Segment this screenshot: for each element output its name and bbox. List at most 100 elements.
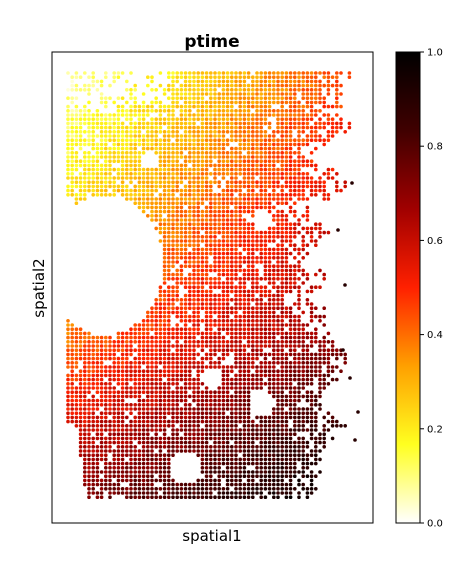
- scatter-point: [255, 285, 259, 290]
- scatter-point: [91, 71, 95, 75]
- scatter-point: [225, 369, 230, 374]
- scatter-point: [137, 125, 142, 130]
- scatter-point: [318, 230, 322, 235]
- scatter-point: [259, 159, 264, 163]
- scatter-point: [326, 193, 331, 197]
- scatter-point: [87, 369, 91, 374]
- scatter-point: [301, 482, 306, 487]
- scatter-point: [213, 281, 217, 285]
- scatter-point: [112, 134, 116, 138]
- scatter-point: [183, 419, 188, 424]
- scatter-point: [280, 348, 285, 353]
- scatter-point: [150, 193, 154, 197]
- scatter-point: [255, 415, 259, 420]
- scatter-point: [87, 478, 91, 483]
- scatter-point: [99, 121, 104, 126]
- scatter-point: [108, 356, 112, 361]
- scatter-point: [293, 243, 297, 247]
- scatter-point: [70, 130, 74, 134]
- scatter-point: [284, 109, 289, 113]
- scatter-point: [183, 335, 188, 340]
- scatter-point: [116, 104, 121, 109]
- scatter-point: [116, 142, 121, 147]
- scatter-point: [276, 491, 280, 495]
- scatter-point: [171, 293, 175, 298]
- scatter-point: [175, 482, 179, 487]
- scatter-point: [112, 184, 116, 189]
- scatter-point: [284, 151, 289, 155]
- scatter-point: [175, 331, 179, 336]
- scatter-point: [230, 323, 234, 327]
- scatter-point: [267, 470, 272, 474]
- scatter-point: [188, 235, 192, 239]
- scatter-point: [305, 390, 310, 395]
- scatter-point: [175, 138, 179, 142]
- scatter-point: [133, 361, 137, 365]
- scatter-point: [225, 167, 230, 172]
- scatter-point: [171, 71, 175, 75]
- scatter-point: [288, 176, 293, 180]
- scatter-point: [120, 348, 125, 353]
- scatter-point: [209, 209, 213, 214]
- scatter-point: [276, 344, 280, 348]
- scatter-point: [343, 283, 347, 287]
- scatter-point: [288, 466, 293, 470]
- scatter-point: [267, 293, 272, 298]
- scatter-point: [335, 348, 339, 353]
- scatter-point: [99, 361, 104, 365]
- scatter-point: [305, 218, 310, 222]
- scatter-point: [209, 142, 213, 147]
- scatter-point: [255, 331, 259, 336]
- scatter-point: [188, 285, 192, 290]
- scatter-point: [83, 88, 87, 92]
- scatter-point: [99, 146, 104, 151]
- scatter-point: [87, 461, 91, 466]
- scatter-point: [87, 386, 91, 390]
- scatter-point: [309, 113, 314, 117]
- scatter-point: [238, 457, 242, 462]
- scatter-point: [196, 285, 200, 290]
- scatter-point: [255, 491, 259, 495]
- scatter-point: [78, 445, 83, 449]
- scatter-point: [297, 113, 301, 117]
- scatter-point: [175, 134, 179, 138]
- scatter-point: [251, 306, 255, 311]
- scatter-point: [183, 319, 188, 323]
- scatter-point: [259, 163, 264, 168]
- scatter-point: [83, 390, 87, 395]
- scatter-point: [318, 373, 322, 378]
- scatter-point: [120, 407, 125, 411]
- scatter-point: [133, 369, 137, 374]
- scatter-point: [162, 335, 167, 340]
- scatter-point: [330, 83, 335, 88]
- scatter-point: [263, 302, 268, 306]
- scatter-point: [192, 306, 196, 311]
- scatter-point: [246, 193, 251, 197]
- scatter-point: [108, 184, 112, 189]
- scatter-point: [213, 310, 217, 315]
- scatter-point: [167, 495, 171, 500]
- scatter-point: [120, 155, 125, 159]
- scatter-point: [188, 440, 192, 445]
- scatter-point: [171, 411, 175, 416]
- scatter-point: [251, 167, 255, 172]
- scatter-point: [251, 478, 255, 483]
- scatter-point: [284, 176, 289, 180]
- scatter-point: [293, 424, 297, 428]
- scatter-point: [133, 407, 137, 411]
- scatter-point: [293, 272, 297, 277]
- scatter-point: [196, 75, 200, 79]
- scatter-point: [74, 117, 79, 121]
- scatter-point: [251, 125, 255, 130]
- scatter-point: [242, 117, 247, 121]
- scatter-point: [221, 92, 226, 96]
- scatter-point: [204, 117, 209, 121]
- scatter-point: [259, 310, 264, 315]
- scatter-point: [171, 394, 175, 399]
- scatter-point: [234, 134, 238, 138]
- scatter-point: [167, 382, 171, 386]
- scatter-point: [171, 398, 175, 403]
- scatter-point: [280, 310, 285, 315]
- scatter-point: [230, 193, 234, 197]
- scatter-point: [238, 495, 242, 500]
